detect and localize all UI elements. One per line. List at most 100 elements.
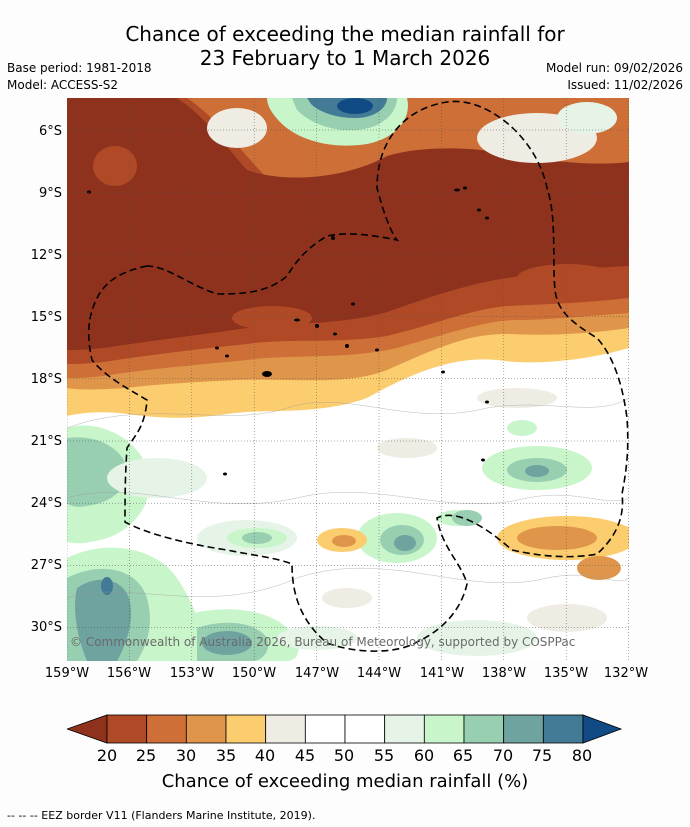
slate-east-1 bbox=[525, 465, 549, 477]
eez-border-1 bbox=[87, 100, 629, 652]
contour-lines bbox=[67, 397, 629, 599]
lat-label-12s: 12°S bbox=[30, 248, 62, 263]
lat-label-27s: 27°S bbox=[30, 558, 62, 573]
eez-legend-footer: -- -- -- EEZ border V11 (Flanders Marine… bbox=[7, 809, 316, 822]
bottom-left-blue bbox=[101, 577, 113, 595]
island-3 bbox=[463, 186, 467, 190]
colorbar-tick-35: 35 bbox=[215, 746, 237, 765]
contour-3 bbox=[67, 567, 629, 599]
island-15 bbox=[375, 348, 379, 352]
island-4 bbox=[477, 208, 481, 212]
colorbar-tick-25: 25 bbox=[135, 746, 157, 765]
colorbar-tick-55: 55 bbox=[373, 746, 395, 765]
lon-label-135w: 135°W bbox=[543, 666, 589, 681]
lat-label-18s: 18°S bbox=[30, 372, 62, 387]
meta-right: Model run: 09/02/2026 Issued: 11/02/2026 bbox=[546, 60, 683, 94]
green-south-1 bbox=[417, 620, 537, 656]
title-line-1: Chance of exceeding the median rainfall … bbox=[125, 22, 565, 46]
bottom-left-slate bbox=[75, 579, 132, 661]
colorbar-tick-45: 45 bbox=[294, 746, 316, 765]
colorbar-cell-2 bbox=[185, 714, 227, 744]
lon-label-141w: 141°W bbox=[419, 666, 465, 681]
eez-borders bbox=[87, 100, 629, 652]
island-10 bbox=[333, 332, 337, 336]
island-7 bbox=[351, 302, 355, 306]
colorbar-tick-80: 80 bbox=[571, 746, 593, 765]
patch-25-a bbox=[93, 146, 137, 186]
patch-25-c bbox=[517, 264, 617, 292]
contour-1 bbox=[67, 397, 629, 429]
lat-label-30s: 30°S bbox=[30, 620, 62, 635]
teal-south-4 bbox=[452, 510, 482, 526]
orange-blob-center-core bbox=[332, 535, 356, 547]
lat-label-15s: 15°S bbox=[30, 310, 62, 325]
green-south-3 bbox=[277, 626, 357, 650]
lat-label-9s: 9°S bbox=[38, 186, 62, 201]
island-6 bbox=[331, 236, 335, 240]
island-19 bbox=[481, 458, 485, 462]
colorbar-cell-3 bbox=[225, 714, 267, 744]
colorbar-tick-50: 50 bbox=[333, 746, 355, 765]
lon-label-153w: 153°W bbox=[169, 666, 215, 681]
colorbar-cells bbox=[106, 714, 584, 744]
island-5 bbox=[485, 216, 489, 220]
grey-mid-4 bbox=[477, 388, 557, 408]
model-run: Model run: 09/02/2026 bbox=[545, 61, 683, 75]
bottom-mid-slate bbox=[202, 631, 252, 655]
grey-mid-2 bbox=[322, 588, 372, 608]
colorbar bbox=[67, 714, 623, 744]
grey-mid-1 bbox=[377, 438, 437, 458]
grey-patch-top-left bbox=[207, 108, 267, 148]
top-darkblue-area bbox=[337, 98, 373, 114]
island-8 bbox=[294, 318, 300, 322]
island-16 bbox=[441, 370, 445, 374]
green-patch-top-right bbox=[557, 102, 617, 134]
colorbar-tick-60: 60 bbox=[413, 746, 435, 765]
contour-2 bbox=[67, 492, 629, 504]
lat-label-21s: 21°S bbox=[30, 434, 62, 449]
colorbar-cell-7 bbox=[384, 714, 425, 744]
colorbar-cell-1 bbox=[146, 714, 187, 744]
issued-date: Issued: 11/02/2026 bbox=[567, 78, 683, 92]
colorbar-tick-20: 20 bbox=[96, 746, 118, 765]
mid-teal-1 bbox=[242, 532, 272, 544]
orange-blob-east-2 bbox=[577, 556, 621, 580]
island-13 bbox=[225, 354, 229, 358]
lon-label-159w: 159°W bbox=[44, 666, 90, 681]
islands bbox=[87, 186, 489, 476]
lon-label-138w: 138°W bbox=[481, 666, 527, 681]
colorbar-cell-11 bbox=[542, 714, 584, 744]
title-line-2: 23 February to 1 March 2026 bbox=[199, 46, 491, 70]
grey-mid-3 bbox=[527, 604, 607, 632]
lat-label-24s: 24°S bbox=[30, 496, 62, 511]
colorbar-tick-65: 65 bbox=[452, 746, 474, 765]
gridlines bbox=[67, 98, 629, 661]
center-slate bbox=[394, 535, 416, 551]
green-south-2 bbox=[107, 458, 207, 498]
band-below-20 bbox=[67, 98, 629, 350]
lon-label-144w: 144°W bbox=[356, 666, 402, 681]
base-period: Base period: 1981-2018 bbox=[7, 61, 152, 75]
model-name: Model: ACCESS-S2 bbox=[7, 78, 119, 92]
colorbar-tick-40: 40 bbox=[254, 746, 276, 765]
island-12 bbox=[215, 346, 219, 350]
colorbar-cell-10 bbox=[503, 714, 544, 744]
colorbar-cell-5 bbox=[304, 714, 346, 744]
lon-label-147w: 147°W bbox=[294, 666, 340, 681]
meta-left: Base period: 1981-2018 Model: ACCESS-S2 bbox=[7, 60, 152, 94]
colorbar-tick-30: 30 bbox=[175, 746, 197, 765]
island-14 bbox=[262, 371, 272, 377]
colorbar-cell-6 bbox=[344, 714, 386, 744]
island-9 bbox=[315, 324, 319, 328]
copyright-text: © Commonwealth of Australia 2026, Bureau… bbox=[70, 635, 575, 649]
southwest-teal bbox=[67, 437, 128, 507]
colorbar-title: Chance of exceeding median rainfall (%) bbox=[161, 771, 529, 792]
island-11 bbox=[345, 344, 349, 348]
lon-label-132w: 132°W bbox=[603, 666, 649, 681]
lat-label-6s: 6°S bbox=[38, 124, 62, 139]
map-title: Chance of exceeding the median rainfall … bbox=[0, 22, 690, 70]
colorbar-arrow-right bbox=[582, 714, 623, 744]
lon-label-150w: 150°W bbox=[231, 666, 277, 681]
island-17 bbox=[485, 400, 489, 404]
colorbar-tick-70: 70 bbox=[492, 746, 514, 765]
